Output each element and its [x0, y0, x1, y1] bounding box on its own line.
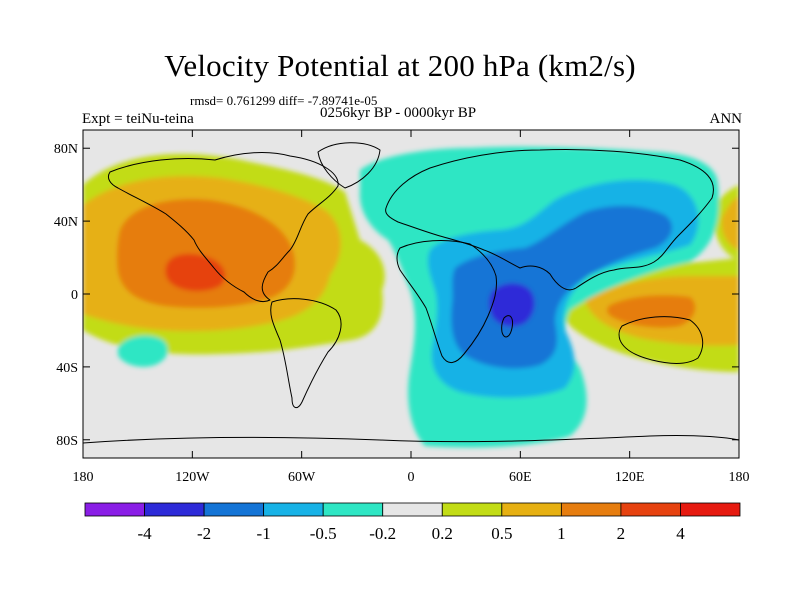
contour-band-neg-0.2 — [118, 335, 168, 367]
lon-tick-label: 60E — [509, 470, 532, 485]
colorbar-box — [144, 502, 205, 517]
season-label: ANN — [709, 111, 743, 127]
lat-tick-label: 80S — [56, 434, 78, 449]
colorbar-box — [441, 502, 503, 517]
coastlines — [83, 142, 739, 444]
lon-tick-label: 60W — [288, 470, 316, 485]
contour-band-pos-1 — [606, 295, 696, 328]
lon-tick-label: 120W — [175, 470, 210, 485]
lat-tick-label: 40N — [54, 215, 78, 230]
contour-band-pos-0.5 — [721, 196, 739, 250]
lat-tick-label: 0 — [71, 288, 78, 303]
time-period: 0256kyr BP - 0000kyr BP — [320, 105, 477, 121]
colorbar-label: -0.5 — [310, 524, 337, 543]
lon-tick-label: 120E — [615, 470, 645, 485]
colorbar-box — [322, 502, 384, 517]
colorbar: -4 -2 -1 -0.5 -0.2 0.2 0.5 1 2 4 — [84, 502, 741, 543]
colorbar-label: 0.2 — [432, 524, 453, 543]
lat-tick-label: 80N — [54, 142, 78, 157]
colorbar-label: -4 — [137, 524, 152, 543]
lat-tick-label: 40S — [56, 361, 78, 376]
lon-tick-label: 180 — [729, 470, 750, 485]
colorbar-box — [84, 502, 145, 517]
colorbar-box — [560, 502, 622, 517]
colorbar-box — [620, 502, 681, 517]
colorbar-label: 1 — [557, 524, 566, 543]
colorbar-label: -1 — [257, 524, 271, 543]
colorbar-label: -2 — [197, 524, 211, 543]
axis-group: 80N 40N 0 40S 80S 180 120W 60W 0 60E 120E 180 — [54, 130, 750, 485]
colorbar-box — [501, 502, 562, 517]
colorbar-box — [203, 502, 265, 517]
map-title: Velocity Potential at 200 hPa (km2/s) — [164, 48, 636, 83]
colorbar-label: 2 — [617, 524, 626, 543]
experiment-label: Expt = teiNu-teina — [82, 111, 194, 127]
colorbar-box — [680, 502, 741, 517]
contour-band-pos-1 — [116, 199, 296, 308]
colorbar-box — [263, 502, 324, 517]
contour-band-neg-2 — [489, 283, 535, 327]
rmsd-diff-stats: rmsd= 0.761299 diff= -7.89741e-05 — [190, 93, 378, 108]
colorbar-label: -0.2 — [369, 524, 396, 543]
lon-tick-label: 180 — [73, 470, 94, 485]
colorbar-label: 4 — [676, 524, 685, 543]
lon-tick-label: 0 — [408, 470, 415, 485]
colorbar-label: 0.5 — [491, 524, 512, 543]
colorbar-box — [382, 502, 443, 517]
